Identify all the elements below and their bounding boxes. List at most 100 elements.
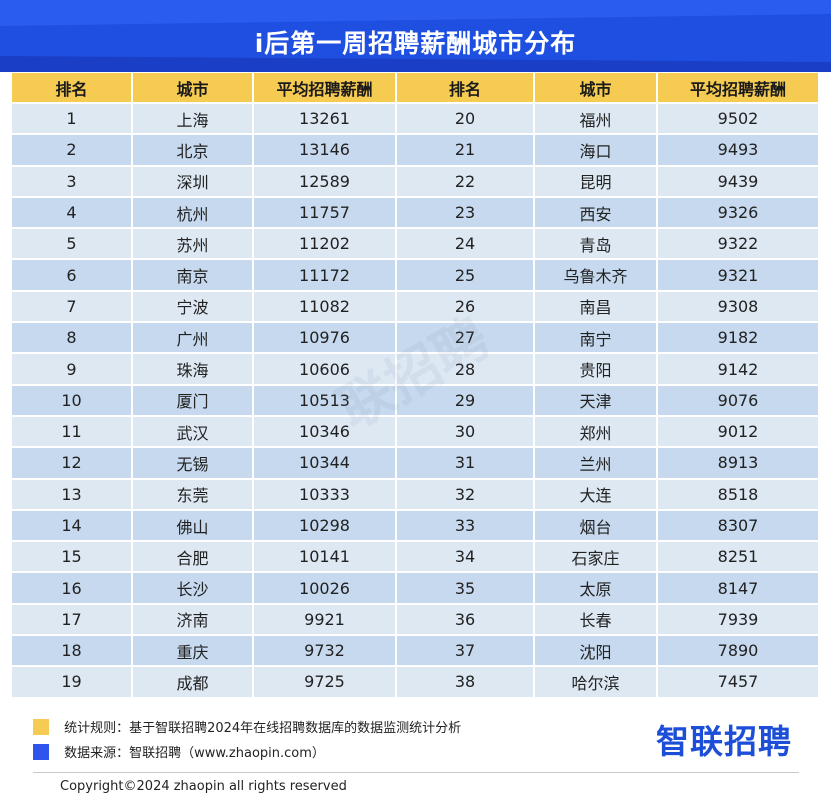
city-cell: 武汉 [132, 414, 254, 448]
salary-cell: 12589 [253, 164, 397, 197]
rank-cell: 22 [396, 164, 535, 197]
rank-cell: 4 [12, 195, 133, 229]
salary-cell: 10606 [253, 352, 397, 385]
rank-cell: 29 [396, 383, 535, 416]
table-row: 18 重庆 9732 37 沈阳 7890 [12, 634, 818, 667]
salary-cell: 9732 [253, 634, 397, 667]
salary-cell: 11082 [253, 289, 397, 323]
salary-cell: 9182 [657, 321, 818, 354]
salary-cell: 11172 [253, 258, 397, 291]
table-row: 7 宁波 11082 26 南昌 9308 [12, 289, 818, 323]
table-row: 11 武汉 10346 30 郑州 9012 [12, 414, 818, 448]
salary-cell: 8251 [657, 540, 818, 573]
table-row: 13 东莞 10333 32 大连 8518 [12, 477, 818, 510]
salary-cell: 9012 [657, 414, 818, 448]
city-cell: 太原 [534, 571, 658, 604]
table-row: 17 济南 9921 36 长春 7939 [12, 602, 818, 636]
table-row: 8 广州 10976 27 南宁 9182 [12, 321, 818, 354]
salary-cell: 9725 [253, 665, 397, 697]
city-cell: 烟台 [534, 508, 658, 542]
table-row: 19 成都 9725 38 哈尔滨 7457 [12, 665, 818, 697]
rank-cell: 11 [12, 414, 133, 448]
city-cell: 厦门 [132, 383, 254, 416]
legend-source: 数据来源：智联招聘（www.zhaopin.com） [33, 741, 325, 761]
table-body: 1 上海 13261 20 福州 9502 2 北京 13146 21 海口 9493 3 深圳 12589… [12, 101, 818, 697]
city-cell: 无锡 [132, 446, 254, 479]
legend-source-text: 数据来源：智联招聘（www.zhaopin.com） [64, 746, 325, 761]
salary-cell: 10513 [253, 383, 397, 416]
salary-cell: 10141 [253, 540, 397, 573]
salary-cell: 9321 [657, 258, 818, 291]
city-cell: 福州 [534, 101, 658, 135]
salary-cell: 7939 [657, 602, 818, 636]
rank-cell: 13 [12, 477, 133, 510]
column-header-city-2: 城市 [534, 73, 658, 103]
rank-cell: 14 [12, 508, 133, 542]
city-cell: 南昌 [534, 289, 658, 323]
salary-cell: 9921 [253, 602, 397, 636]
city-cell: 石家庄 [534, 540, 658, 573]
table-row: 6 南京 11172 25 乌鲁木齐 9321 [12, 258, 818, 291]
salary-cell: 9322 [657, 227, 818, 260]
salary-cell: 11757 [253, 195, 397, 229]
city-cell: 西安 [534, 195, 658, 229]
city-cell: 昆明 [534, 164, 658, 197]
salary-cell: 9326 [657, 195, 818, 229]
rank-cell: 28 [396, 352, 535, 385]
city-cell: 重庆 [132, 634, 254, 667]
city-cell: 乌鲁木齐 [534, 258, 658, 291]
rank-cell: 15 [12, 540, 133, 573]
salary-cell: 9493 [657, 133, 818, 166]
salary-cell: 10333 [253, 477, 397, 510]
rank-cell: 21 [396, 133, 535, 166]
city-cell: 哈尔滨 [534, 665, 658, 697]
legend-rule-swatch [33, 718, 49, 735]
legend-rule-text: 统计规则：基于智联招聘2024年在线招聘数据库的数据监测统计分析 [64, 721, 462, 736]
column-header-salary: 平均招聘薪酬 [253, 73, 397, 103]
salary-table: 排名 城市 平均招聘薪酬 排名 城市 平均招聘薪酬 1 上海 13261 20 福州 95… [12, 73, 818, 697]
rank-cell: 23 [396, 195, 535, 229]
rank-cell: 31 [396, 446, 535, 479]
salary-cell: 8307 [657, 508, 818, 542]
zhaopin-logo: 智联招聘 [656, 722, 792, 761]
rank-cell: 6 [12, 258, 133, 291]
salary-cell: 9142 [657, 352, 818, 385]
salary-cell: 7890 [657, 634, 818, 667]
legend-rule: 统计规则：基于智联招聘2024年在线招聘数据库的数据监测统计分析 [33, 716, 461, 736]
table-row: 14 佛山 10298 33 烟台 8307 [12, 508, 818, 542]
salary-cell: 8913 [657, 446, 818, 479]
salary-cell: 9502 [657, 101, 818, 135]
salary-cell: 8518 [657, 477, 818, 510]
banner-decoration [0, 0, 831, 72]
rank-cell: 5 [12, 227, 133, 260]
legend-source-swatch [33, 743, 49, 760]
rank-cell: 20 [396, 101, 535, 135]
salary-cell: 10298 [253, 508, 397, 542]
city-cell: 广州 [132, 321, 254, 354]
city-cell: 东莞 [132, 477, 254, 510]
rank-cell: 32 [396, 477, 535, 510]
city-cell: 苏州 [132, 227, 254, 260]
table-row: 16 长沙 10026 35 太原 8147 [12, 571, 818, 604]
salary-cell: 13261 [253, 101, 397, 135]
city-cell: 佛山 [132, 508, 254, 542]
rank-cell: 38 [396, 665, 535, 697]
city-cell: 济南 [132, 602, 254, 636]
city-cell: 南宁 [534, 321, 658, 354]
table-row: 15 合肥 10141 34 石家庄 8251 [12, 540, 818, 573]
table-header-row: 排名 城市 平均招聘薪酬 排名 城市 平均招聘薪酬 [12, 73, 818, 103]
city-cell: 南京 [132, 258, 254, 291]
city-cell: 郑州 [534, 414, 658, 448]
rank-cell: 27 [396, 321, 535, 354]
city-cell: 北京 [132, 133, 254, 166]
rank-cell: 26 [396, 289, 535, 323]
table-row: 4 杭州 11757 23 西安 9326 [12, 195, 818, 229]
salary-cell: 13146 [253, 133, 397, 166]
column-header-rank-2: 排名 [396, 73, 535, 103]
city-cell: 大连 [534, 477, 658, 510]
table-row: 3 深圳 12589 22 昆明 9439 [12, 164, 818, 197]
city-cell: 珠海 [132, 352, 254, 385]
city-cell: 长沙 [132, 571, 254, 604]
rank-cell: 37 [396, 634, 535, 667]
footer-divider [33, 772, 799, 773]
